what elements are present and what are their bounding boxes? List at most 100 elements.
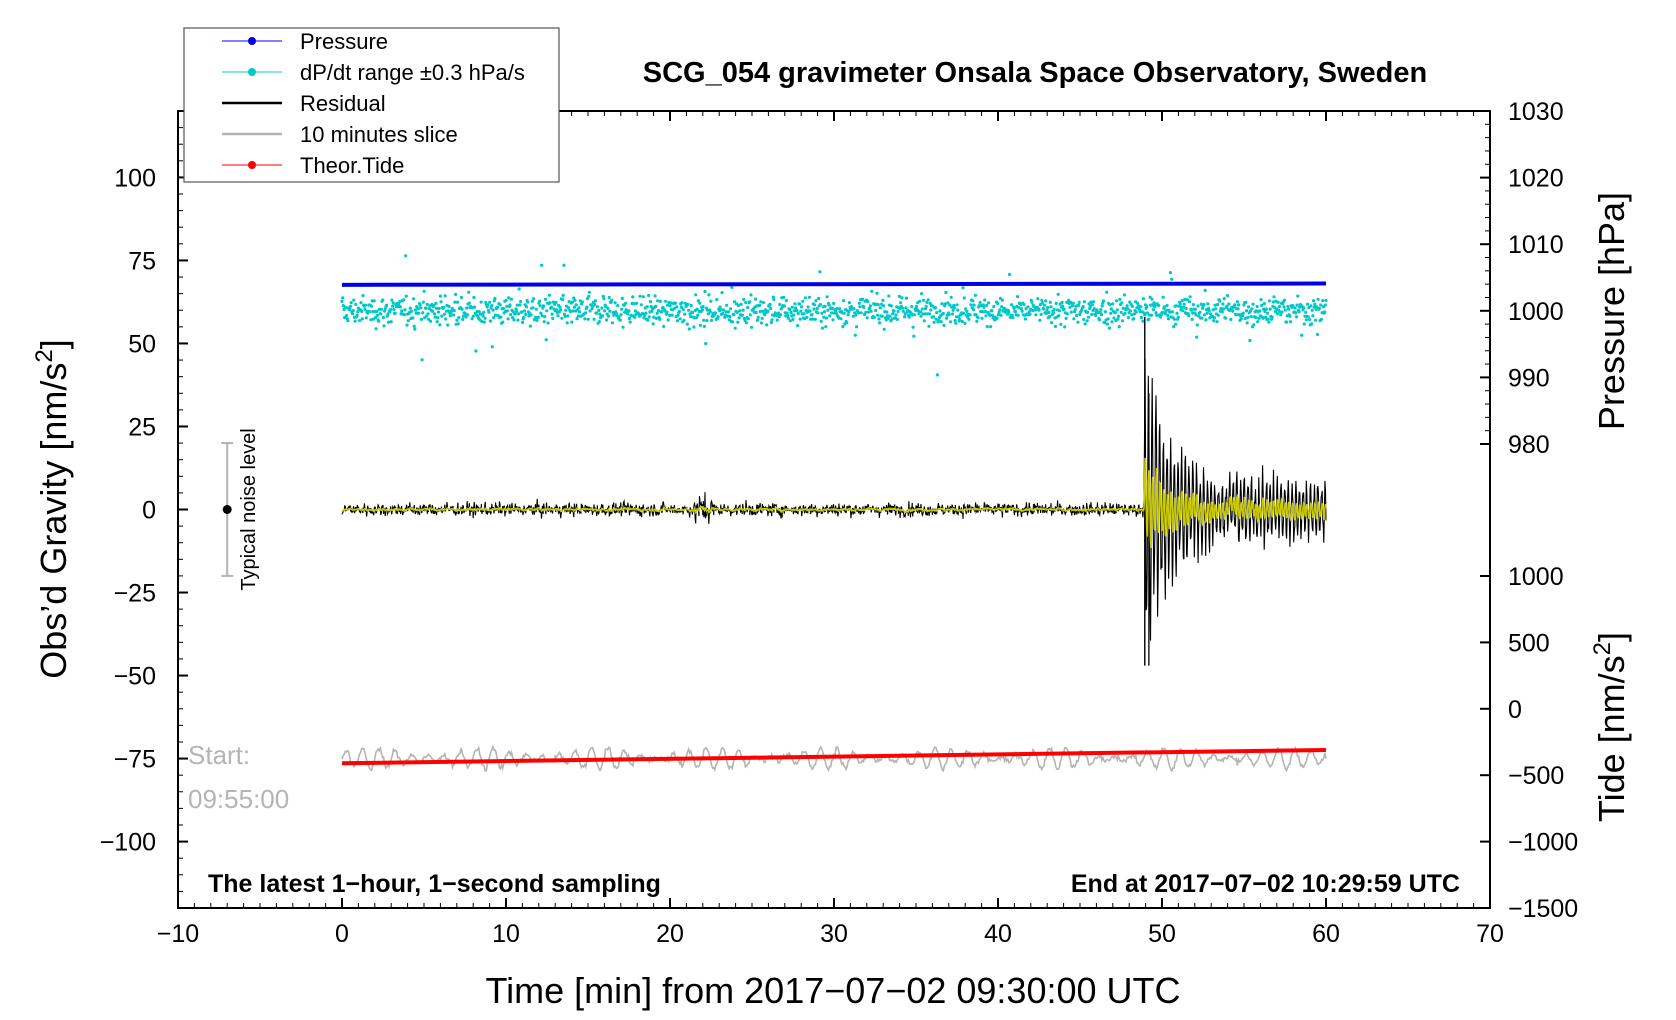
- dpdt-point: [1174, 322, 1178, 326]
- dpdt-point: [789, 310, 793, 315]
- dpdt-point: [1275, 312, 1279, 316]
- dpdt-point: [389, 320, 393, 324]
- dpdt-point: [976, 316, 980, 320]
- dpdt-point: [467, 290, 471, 294]
- dpdt-point: [689, 303, 693, 308]
- dpdt-point: [456, 322, 460, 326]
- legend-item: dP/dt range ±0.3 hPa/s: [222, 60, 525, 85]
- dpdt-point: [910, 305, 914, 309]
- dpdt-point: [750, 325, 754, 329]
- dpdt-point: [786, 316, 791, 320]
- dpdt-point: [727, 310, 731, 314]
- dpdt-point: [576, 314, 580, 318]
- dpdt-point: [361, 294, 365, 298]
- dpdt-point: [835, 307, 839, 311]
- dpdt-point: [391, 301, 395, 305]
- dpdt-point: [733, 326, 737, 330]
- dpdt-point: [941, 311, 945, 316]
- smoothed-residual-line: [341, 457, 1327, 549]
- dpdt-point: [1319, 317, 1323, 321]
- dpdt-point: [1132, 312, 1136, 316]
- dpdt-point: [782, 295, 786, 299]
- dpdt-point: [698, 301, 702, 305]
- dpdt-point: [1198, 310, 1202, 314]
- dpdt-point: [1115, 308, 1119, 312]
- dpdt-point: [597, 320, 601, 324]
- dpdt-point: [1176, 315, 1180, 319]
- dpdt-point: [1082, 300, 1086, 304]
- dpdt-point: [1315, 305, 1319, 309]
- y-left-tick-label: 50: [128, 330, 156, 358]
- dpdt-point: [738, 309, 742, 313]
- dpdt-point: [364, 316, 368, 320]
- dpdt-point: [810, 313, 814, 317]
- dpdt-point: [656, 299, 660, 303]
- dpdt-point: [570, 320, 574, 324]
- dpdt-point: [748, 313, 752, 317]
- dpdt-point: [1023, 317, 1027, 321]
- dpdt-point: [1201, 306, 1205, 310]
- dpdt-point: [1056, 292, 1060, 296]
- dpdt-point: [935, 311, 939, 315]
- dpdt-point: [1162, 305, 1167, 309]
- dpdt-point: [692, 325, 696, 329]
- dpdt-point: [847, 310, 851, 314]
- dpdt-point: [676, 313, 680, 317]
- dpdt-point: [519, 299, 523, 304]
- dpdt-point: [604, 318, 609, 322]
- dpdt-point: [1205, 311, 1209, 315]
- dpdt-point: [482, 320, 486, 324]
- legend-item: Residual: [222, 91, 386, 116]
- dpdt-point: [927, 324, 931, 328]
- dpdt-point: [918, 299, 922, 303]
- dpdt-point: [624, 301, 628, 305]
- dpdt-point: [864, 310, 868, 314]
- dpdt-point: [1008, 272, 1012, 277]
- dpdt-point: [1181, 309, 1185, 313]
- dpdt-point: [1245, 309, 1249, 313]
- dpdt-point: [480, 319, 484, 324]
- dpdt-point: [1000, 298, 1005, 302]
- dpdt-point: [501, 306, 506, 311]
- dpdt-point: [419, 306, 423, 310]
- dpdt-point: [654, 304, 658, 308]
- dpdt-point: [702, 318, 706, 322]
- dpdt-point: [562, 263, 566, 267]
- dpdt-point: [842, 311, 846, 315]
- dpdt-point: [1092, 300, 1096, 304]
- dpdt-point: [998, 308, 1002, 312]
- dpdt-point: [351, 309, 355, 313]
- dpdt-point: [1048, 314, 1052, 319]
- dpdt-point: [418, 303, 422, 307]
- dpdt-point: [1283, 298, 1287, 302]
- dpdt-point: [344, 306, 348, 310]
- dpdt-point: [891, 312, 895, 316]
- dpdt-point: [1267, 320, 1271, 324]
- dpdt-point: [830, 311, 834, 315]
- dpdt-point: [740, 313, 745, 317]
- dpdt-point: [675, 305, 679, 309]
- dpdt-point: [1231, 309, 1235, 313]
- dpdt-point: [872, 315, 877, 319]
- dpdt-point: [834, 311, 838, 315]
- dpdt-point: [995, 316, 999, 320]
- dpdt-point: [617, 315, 621, 319]
- dpdt-point: [587, 290, 592, 294]
- dpdt-point: [482, 310, 486, 314]
- dpdt-point: [1241, 311, 1245, 315]
- dpdt-point: [966, 315, 970, 319]
- dpdt-point: [544, 338, 548, 342]
- dpdt-point: [1195, 323, 1199, 327]
- dpdt-point: [791, 317, 795, 321]
- dpdt-point: [1060, 300, 1064, 305]
- dpdt-point: [627, 309, 631, 313]
- dpdt-point: [633, 315, 637, 319]
- dpdt-point: [369, 318, 373, 322]
- dpdt-point: [529, 313, 533, 317]
- dpdt-point: [1123, 311, 1127, 315]
- dpdt-point: [696, 299, 701, 303]
- dpdt-point: [522, 309, 527, 313]
- dpdt-point: [853, 333, 857, 337]
- dpdt-point: [1207, 309, 1211, 313]
